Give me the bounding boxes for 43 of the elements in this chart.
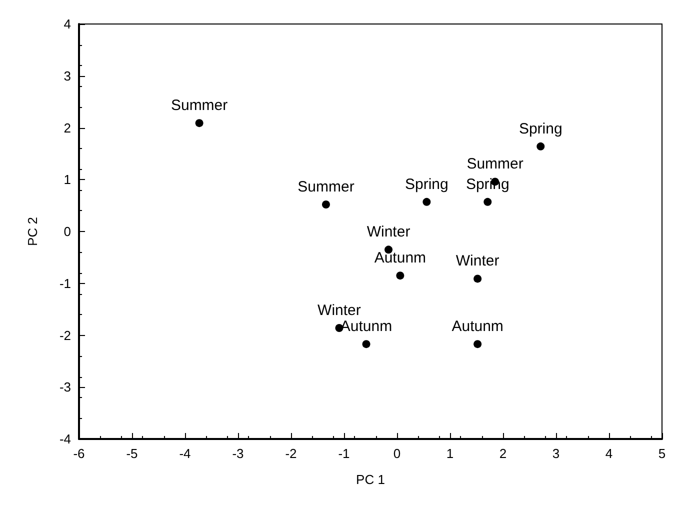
point xyxy=(362,340,370,348)
data-label: Autunm xyxy=(374,250,426,267)
data-label: Summer xyxy=(170,97,228,114)
point xyxy=(195,119,204,128)
x-tick-label: -6 xyxy=(73,446,85,461)
y-tick-label: 2 xyxy=(64,120,71,136)
x-tick-label: -4 xyxy=(179,446,191,461)
x-axis-title: PC 1 xyxy=(356,472,385,487)
y-tick-label: 3 xyxy=(64,68,71,84)
x-tick-label: -5 xyxy=(126,446,138,461)
y-tick-label: -2 xyxy=(59,328,71,343)
x-tick-label: -2 xyxy=(285,446,297,461)
data-label: Summer xyxy=(298,178,354,196)
x-tick-label: 2 xyxy=(499,446,507,461)
data-label: Winter xyxy=(318,302,361,319)
point xyxy=(536,142,545,150)
y-tick-label: -4 xyxy=(59,432,71,446)
y-tick-label: 0 xyxy=(64,224,71,239)
data-label: Autunm xyxy=(452,318,504,336)
data-label: Spring xyxy=(518,120,562,138)
point xyxy=(396,272,404,280)
point xyxy=(484,198,492,206)
y-tick-label: 1 xyxy=(64,172,71,188)
x-tick-label: -1 xyxy=(338,446,350,461)
y-tick-label: 4 xyxy=(64,16,71,32)
x-tick-label: 3 xyxy=(552,446,560,461)
point xyxy=(474,274,482,283)
x-tick-label: 1 xyxy=(446,446,454,461)
data-label: Spring xyxy=(405,176,448,193)
data-label: Summer xyxy=(466,156,524,173)
data-label: Autunm xyxy=(340,318,392,336)
x-tick-label: 4 xyxy=(605,446,613,461)
x-tick-label: 5 xyxy=(658,446,666,461)
point xyxy=(474,340,482,348)
y-tick-label: -1 xyxy=(59,276,71,291)
x-tick-label: 0 xyxy=(393,446,401,461)
point xyxy=(422,198,431,206)
x-tick-label: -3 xyxy=(232,446,244,461)
y-axis-title: PC 2 xyxy=(25,217,40,246)
y-tick-label: -3 xyxy=(59,380,71,395)
data-label: Winter xyxy=(456,252,500,270)
data-label: Winter xyxy=(366,224,410,241)
point xyxy=(322,200,330,209)
